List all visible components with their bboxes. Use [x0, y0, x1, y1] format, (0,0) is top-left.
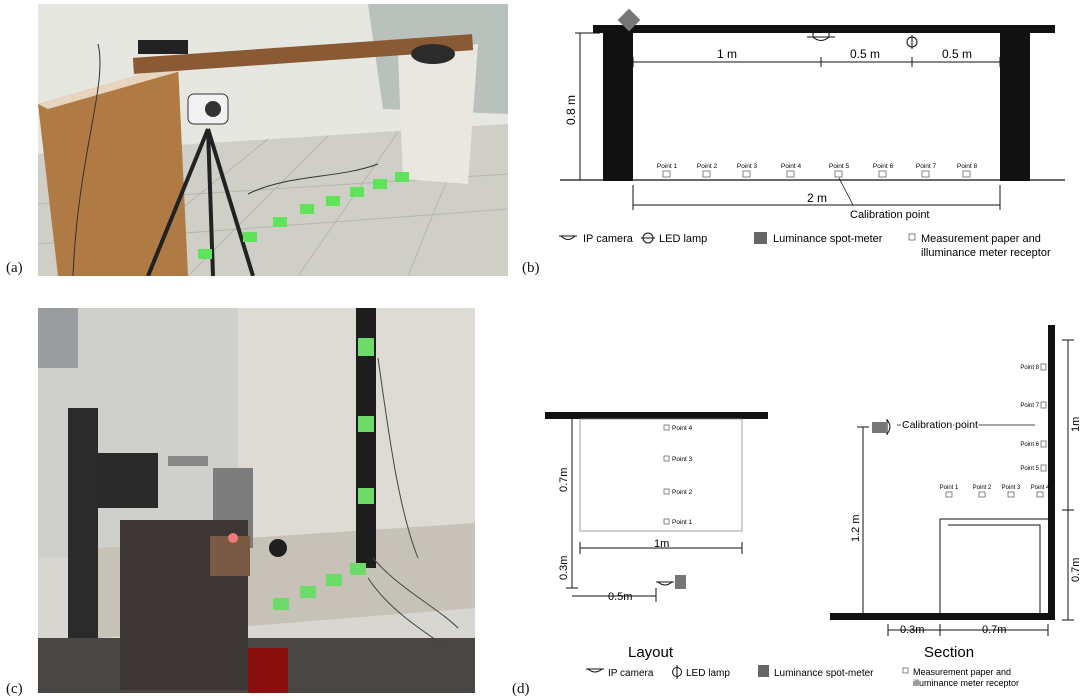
legend-d-paper-line1: Measurement paper and — [913, 667, 1011, 677]
layout-points: Point 4 Point 3 Point 2 Point 1 — [672, 425, 693, 526]
section-floor — [830, 613, 1055, 620]
layout-table — [579, 418, 743, 532]
photo-a — [38, 4, 508, 276]
legend-d-paper-line2: illuminance meter receptor — [913, 678, 1019, 688]
section-point-3: Point 3 — [1002, 485, 1021, 491]
dim-2m: 2 m — [807, 191, 827, 205]
legend-spot-meter: Luminance spot-meter — [773, 233, 883, 245]
dim-0-5m-a: 0.5 m — [850, 47, 880, 61]
legend-d-ip-camera-icon — [586, 668, 604, 673]
layout-ip-camera-icon — [656, 581, 674, 586]
point-8: Point 8 — [957, 163, 978, 170]
legend-paper-line2: illuminance meter receptor — [921, 247, 1051, 259]
legend-d-spot-meter-icon — [758, 665, 769, 677]
led-lamp-icon — [906, 35, 918, 49]
section-dim-lower: 0.7m — [1070, 558, 1080, 582]
layout-point-4: Point 4 — [672, 425, 693, 432]
section-point-2: Point 2 — [973, 485, 992, 491]
calibration-point-label: Calibration point — [850, 209, 930, 221]
point-7: Point 7 — [916, 163, 937, 170]
paper-markers-b — [662, 170, 971, 178]
point-3: Point 3 — [737, 163, 758, 170]
layout-dim-cam: 0.5m — [608, 591, 632, 603]
section-point-7: Point 7 — [1020, 403, 1039, 409]
diagram-b: 0.8 m 1 m 0.5 m 0.5 m Point 1 Point 2 Po… — [559, 8, 1065, 259]
section-point-6: Point 6 — [1020, 442, 1039, 448]
section-calibration-label: Calibration point — [902, 419, 978, 431]
legend-d-ip-camera: IP camera — [608, 668, 654, 679]
layout-dim-offset: 0.3m — [558, 556, 570, 580]
layout-title: Layout — [628, 644, 674, 661]
section-table — [939, 518, 1048, 613]
layout-dim-width: 1m — [654, 538, 669, 550]
legend-d-led-lamp: LED lamp — [686, 668, 730, 679]
left-wall — [603, 25, 633, 181]
layout-dim-height: 0.7m — [558, 468, 570, 492]
layout-point-3: Point 3 — [672, 456, 693, 463]
legend-b: IP camera LED lamp Luminance spot-meter … — [559, 232, 1051, 259]
section-title: Section — [924, 644, 974, 661]
panel-label-b: (b) — [522, 260, 540, 276]
section-point-1: Point 1 — [940, 485, 959, 491]
legend-d-paper-icon — [902, 667, 909, 674]
legend-spot-meter-icon — [754, 232, 767, 244]
ip-camera-icon — [807, 33, 835, 41]
panel-label-c: (c) — [6, 681, 23, 697]
layout-spot-meter-icon — [675, 575, 686, 589]
ceiling-beam — [593, 25, 1055, 33]
point-6: Point 6 — [873, 163, 894, 170]
section-dim-base-left: 0.3m — [900, 624, 924, 636]
dim-1m: 1 m — [717, 47, 737, 61]
legend-d: IP camera LED lamp Luminance spot-meter … — [586, 665, 1019, 688]
point-5: Point 5 — [829, 163, 850, 170]
section-dim-upper: 1m — [1070, 417, 1080, 432]
section-point-8: Point 8 — [1020, 365, 1039, 371]
photo-c — [38, 308, 475, 693]
panel-label-d: (d) — [512, 681, 530, 697]
right-wall — [1000, 25, 1030, 181]
layout-point-2: Point 2 — [672, 489, 693, 496]
section-point-4: Point 4 — [1031, 485, 1050, 491]
section-ip-camera-icon — [886, 419, 891, 435]
point-4: Point 4 — [781, 163, 802, 170]
point-labels-b: Point 1 Point 2 Point 3 Point 4 Point 5 … — [657, 163, 978, 170]
section-wall-points: Point 8 Point 7 Point 6 Point 5 — [1020, 365, 1039, 472]
legend-led-lamp: LED lamp — [659, 233, 707, 245]
point-1: Point 1 — [657, 163, 678, 170]
dim-height: 0.8 m — [564, 95, 578, 125]
section-table-points: Point 1 Point 2 Point 3 Point 4 — [940, 485, 1050, 491]
section-spot-meter-icon — [872, 422, 886, 433]
point-2: Point 2 — [697, 163, 718, 170]
layout-wall — [545, 412, 768, 419]
legend-d-spot-meter: Luminance spot-meter — [774, 668, 874, 679]
legend-ip-camera: IP camera — [583, 233, 634, 245]
layout-point-1: Point 1 — [672, 519, 693, 526]
section-dim-base-right: 0.7m — [982, 624, 1006, 636]
section-dim-height: 1.2 m — [850, 514, 862, 542]
dim-0-5m-b: 0.5 m — [942, 47, 972, 61]
legend-paper-icon — [908, 233, 916, 241]
section-point-5: Point 5 — [1020, 466, 1039, 472]
legend-paper-line1: Measurement paper and — [921, 233, 1041, 245]
diagram-d: Point 4 Point 3 Point 2 Point 1 0.7m 1m … — [545, 325, 1080, 688]
panel-label-a: (a) — [6, 260, 23, 276]
section-wall — [1048, 325, 1055, 620]
legend-ip-camera-icon — [559, 235, 577, 240]
